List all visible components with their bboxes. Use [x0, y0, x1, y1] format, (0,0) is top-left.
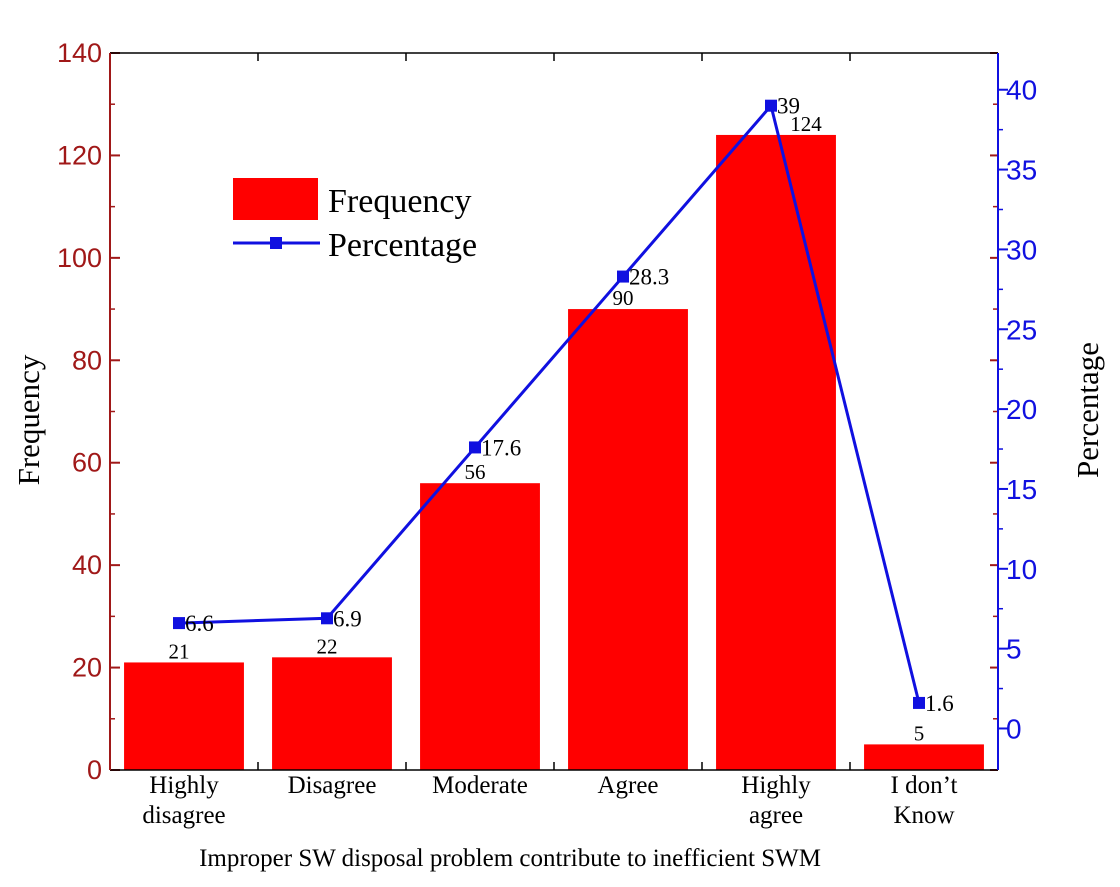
y-tick-label: 60: [72, 448, 102, 478]
y2-tick-label: 35: [1006, 155, 1037, 186]
percentage-value-label: 39: [777, 94, 800, 119]
y-tick-label: 120: [57, 140, 102, 170]
x-category-label: Know: [893, 802, 954, 829]
bars-layer: [124, 134, 984, 770]
y2-tick-label: 0: [1006, 713, 1022, 744]
x-category-label: Disagree: [288, 772, 377, 799]
percentage-marker: [321, 612, 333, 625]
frequency-bar: [272, 657, 392, 770]
percentage-marker: [913, 696, 925, 709]
frequency-value-label: 90: [613, 286, 634, 310]
frequency-value-label: 56: [465, 460, 486, 484]
frequency-bar: [568, 309, 688, 770]
frequency-bar: [124, 662, 244, 770]
y2-tick-label: 30: [1006, 234, 1037, 265]
legend-frequency-label: Frequency: [328, 183, 472, 220]
x-category-label: agree: [749, 802, 803, 829]
legend-percentage-marker: [270, 237, 282, 249]
y2-tick-label: 15: [1006, 474, 1037, 505]
y2-tick-label: 5: [1006, 634, 1022, 665]
frequency-bar: [864, 744, 984, 770]
y2-tick-label: 10: [1006, 554, 1037, 585]
y-tick-label: 80: [72, 345, 102, 375]
frequency-value-label: 5: [914, 721, 925, 745]
tick-layer: 0 20 40 60 80 100 120 140 0 5 10 15 20 25 30 35 40: [57, 38, 1037, 785]
percentage-value-label: 6.9: [333, 606, 362, 631]
legend-frequency-swatch: [233, 178, 318, 220]
frequency-value-label: 21: [169, 639, 190, 663]
x-category-label: I don’t: [891, 772, 958, 799]
percentage-marker: [469, 441, 481, 454]
x-category-label: Agree: [597, 772, 658, 799]
percentage-marker: [617, 270, 629, 283]
frequency-bar: [420, 483, 540, 770]
x-category-label: Moderate: [432, 772, 528, 799]
x-category-label: Highly: [149, 772, 219, 799]
y-tick-label: 0: [87, 755, 102, 785]
x-axis-title: Improper SW disposal problem contribute …: [199, 845, 821, 872]
line-layer: [173, 99, 925, 709]
percentage-line: [178, 102, 921, 704]
percentage-value-label: 6.6: [185, 611, 214, 636]
frequency-value-label: 124: [790, 112, 822, 136]
percentage-marker: [173, 617, 185, 630]
x-category-label: disagree: [142, 802, 225, 829]
y-tick-label: 100: [57, 243, 102, 273]
percentage-value-label: 17.6: [481, 435, 521, 460]
y2-tick-label: 20: [1006, 394, 1037, 425]
percentage-value-label: 28.3: [629, 265, 669, 290]
y2-axis-title: Percentage: [1070, 342, 1105, 478]
y-axis-title: Frequency: [11, 354, 46, 485]
y-tick-label: 40: [72, 550, 102, 580]
frequency-value-label: 22: [317, 634, 338, 658]
frequency-bar: [716, 134, 836, 770]
y2-tick-label: 25: [1006, 314, 1037, 345]
data-labels-layer: Highly disagree Disagree Moderate Agree Highl…: [142, 94, 957, 829]
x-category-label: Highly: [741, 772, 811, 799]
percentage-value-label: 1.6: [925, 691, 954, 716]
legend-percentage-label: Percentage: [328, 227, 477, 264]
y-tick-label: 140: [57, 38, 102, 68]
percentage-marker: [765, 99, 777, 112]
y2-tick-label: 40: [1006, 75, 1037, 106]
y-tick-label: 20: [72, 653, 102, 683]
